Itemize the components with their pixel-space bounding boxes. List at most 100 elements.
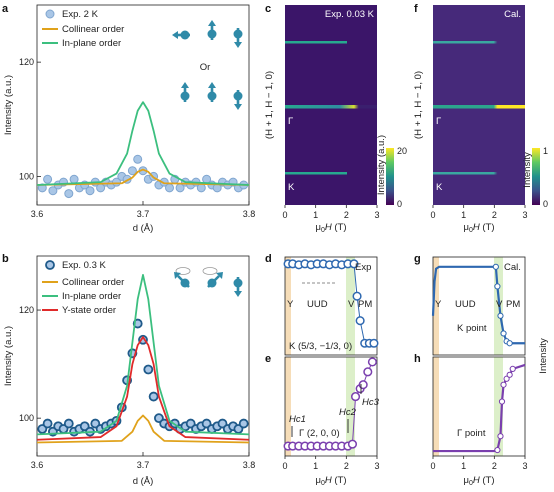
panel-c-ticks: 0 1 2 3 <box>282 205 380 220</box>
panel-c-k-label: K <box>288 182 295 193</box>
series-line <box>36 274 250 436</box>
panel-f-colorbar-label: Intensity <box>522 152 533 188</box>
data-point <box>42 418 53 429</box>
panel-d-phase-y: Y <box>287 299 294 310</box>
panel-h-letter: h <box>414 353 421 365</box>
panel-d-phase-uud: UUD <box>307 299 328 310</box>
panel-c-gamma-label: Γ <box>288 116 293 127</box>
panel-e-hc2: Hc2 <box>339 407 357 418</box>
data-point <box>37 183 47 193</box>
panel-a-xlabel: d (Å) <box>133 223 154 234</box>
x-tick-label: 2 <box>492 210 497 220</box>
panel-e-ticks: 0 1 2 3 <box>282 456 380 471</box>
panel-b-ticks: 3.6 3.7 3.8 100 120 <box>19 305 255 470</box>
panel-d-phase-v: V <box>348 299 355 310</box>
x-tick-label: 0 <box>430 461 435 471</box>
legend-b-inplane: In-plane order <box>62 291 121 302</box>
panel-f-ylabel: (H + 1, H − 1, 0) <box>413 71 424 139</box>
x-tick-label: 3.7 <box>137 209 150 219</box>
x-tick-label: 2 <box>344 210 349 220</box>
spin-arrow <box>177 275 190 288</box>
panel-gh-ylabel: Intensity <box>538 338 549 374</box>
panel-h-ticks: 0 1 2 3 <box>430 456 528 471</box>
data-point <box>133 154 143 164</box>
panel-e-xlabel: μ0H (T) <box>315 475 346 487</box>
legend-exp-2k: Exp. 2 K <box>62 9 99 20</box>
x-tick-label: 3 <box>374 210 379 220</box>
panel-a-series <box>36 101 250 199</box>
data-point <box>347 439 358 449</box>
panel-c-title: Exp. 0.03 K <box>325 9 375 20</box>
panel-a-spin-diagrams <box>172 20 243 110</box>
panel-c-colorbar-max: 20 <box>397 146 407 156</box>
panel-h-y-region <box>433 357 439 456</box>
panel-a-legend: Exp. 2 K Collinear order In-plane order <box>42 9 124 49</box>
y-tick-label: 100 <box>19 413 34 423</box>
data-point <box>352 291 362 301</box>
panel-h-xlabel: μ0H (T) <box>463 475 494 487</box>
panel-g-phase-pm: PM <box>506 299 520 310</box>
legend-exp-2k-marker <box>45 9 55 19</box>
spin-arrow <box>207 275 220 288</box>
panel-e-axes <box>284 356 378 457</box>
panel-d-v-region <box>346 257 355 355</box>
spin-arrow-head <box>174 272 181 279</box>
data-point <box>498 398 506 405</box>
panel-c-ylabel: (H + 1, H − 1, 0) <box>264 71 275 139</box>
panel-a-ylabel: Intensity (a.u.) <box>3 75 14 135</box>
panel-g-phase-uud: UUD <box>455 299 476 310</box>
data-point <box>492 263 499 270</box>
panel-b-legend: Exp. 0.3 K Collinear order In-plane orde… <box>42 260 124 316</box>
panel-f-xlabel: μ0H (T) <box>463 222 494 234</box>
x-tick-label: 0 <box>430 210 435 220</box>
spin-arrow-head <box>234 291 242 297</box>
x-tick-label: 0 <box>282 210 287 220</box>
data-point <box>143 364 154 375</box>
panel-d-title: Exp <box>355 262 371 273</box>
panel-c-xlabel: μ0H (T) <box>315 222 346 234</box>
data-point <box>506 371 513 378</box>
x-tick-label: 3 <box>522 210 527 220</box>
panel-g-y-region <box>433 257 439 355</box>
data-point <box>494 446 501 454</box>
data-point <box>349 259 359 269</box>
data-point <box>148 391 159 402</box>
panel-h-axes <box>432 356 526 457</box>
panel-c-letter: c <box>265 3 271 15</box>
data-point <box>367 357 377 367</box>
panel-e-hc3: Hc3 <box>362 397 380 408</box>
panel-e-hc1: Hc1 <box>289 414 306 425</box>
x-tick-label: 3.7 <box>137 460 150 470</box>
panel-c-colorbar <box>386 148 394 205</box>
panel-g-point-label: K point <box>457 323 487 334</box>
panel-b-ylabel: Intensity (a.u.) <box>3 326 14 386</box>
data-point <box>238 418 249 429</box>
data-point <box>69 174 79 184</box>
series-line <box>36 414 250 444</box>
legend-b-collinear: Collinear order <box>62 277 124 288</box>
panel-h: h 0 1 2 3 Γ point μ0H (T) Intensity <box>414 338 549 487</box>
x-tick-label: 3.6 <box>31 209 44 219</box>
data-point <box>43 174 53 184</box>
panel-f-k-label: K <box>436 182 443 193</box>
data-point <box>506 340 513 347</box>
x-tick-label: 1 <box>461 210 466 220</box>
panel-d-y-region <box>285 257 291 355</box>
data-point <box>363 367 373 377</box>
data-point <box>494 283 501 290</box>
y-tick-label: 120 <box>19 305 34 315</box>
panel-f-line-top <box>433 41 525 44</box>
panel-g-series <box>431 263 525 347</box>
x-tick-label: 3 <box>522 461 527 471</box>
data-point <box>355 316 365 326</box>
panel-c-line-k <box>285 172 347 175</box>
panel-e-point-label: Γ (2, 0, 0) <box>299 428 340 439</box>
panel-h-v-region <box>494 357 503 456</box>
data-point <box>358 380 368 390</box>
spin-rotation-ellipse <box>202 267 218 275</box>
series-line <box>36 336 250 441</box>
panel-g-title: Cal. <box>504 262 521 273</box>
panel-f-letter: f <box>414 3 418 15</box>
panel-f-colorbar-min: 0 <box>543 199 548 209</box>
series-line <box>36 101 250 186</box>
